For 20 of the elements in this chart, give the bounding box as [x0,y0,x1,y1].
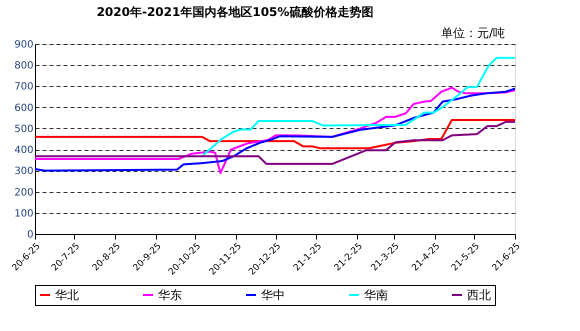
legend-label: 华中 [261,288,285,302]
y-tick-label: 300 [14,166,34,178]
legend-label: 华东 [158,288,182,302]
y-tick-label: 700 [14,82,34,93]
y-tick-label: 100 [14,208,34,220]
line-series [34,119,516,150]
y-tick-label: 400 [14,145,34,156]
y-tick-label: 500 [14,124,34,135]
y-tick-label: 800 [14,60,34,72]
chart-title: 2020年-2021年国内各地区105%硫酸价格走势图 [96,5,374,19]
y-tick-label: 900 [14,40,34,50]
y-tick-label: 0 [27,230,34,240]
legend-label: 华北 [55,288,79,302]
line-series [202,56,516,156]
y-tick-label: 600 [14,102,34,114]
legend-label: 华南 [364,288,388,302]
text: 单位：元/吨 [440,26,505,40]
legend-label: 西北 [467,288,491,302]
y-tick-label: 200 [14,187,34,198]
line-series [34,120,516,165]
